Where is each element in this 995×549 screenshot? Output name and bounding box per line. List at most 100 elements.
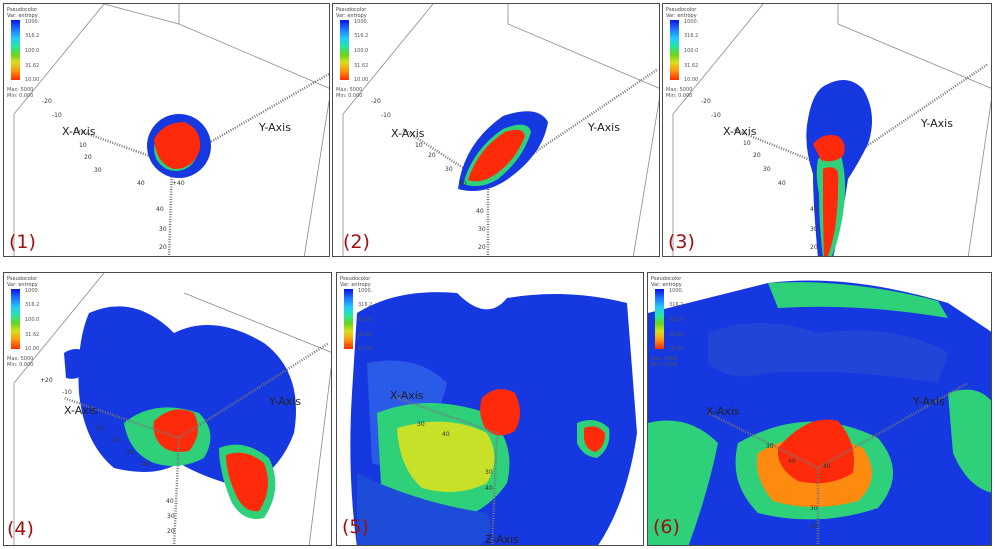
- legend-tick: 10.00: [669, 346, 684, 352]
- legend-max: Max: 5000: [7, 356, 34, 362]
- x-axis-label: X-Axis: [723, 125, 757, 138]
- color-legend: Pseudocolor Var: entropy 1000. 316.2 100…: [7, 7, 69, 107]
- tick-label: 30: [810, 505, 818, 512]
- legend-tick: 1000.: [684, 19, 699, 25]
- colorbar: [655, 289, 664, 349]
- legend-min: Min: 0.000: [7, 93, 34, 99]
- legend-tick: 10.00: [25, 77, 40, 83]
- legend-tick: 1000.: [669, 288, 684, 294]
- tick-label: 40: [166, 498, 174, 505]
- tick-label: 10: [96, 425, 104, 432]
- legend-var: Var: entropy: [651, 282, 682, 288]
- panel-5: Pseudocolor Var: entropy 1000. 316.2 100…: [336, 272, 644, 546]
- scene-3: [672, 4, 991, 256]
- legend-tick: 316.2: [354, 33, 369, 39]
- legend-tick: 100.0: [25, 317, 40, 323]
- legend-var: Var: entropy: [340, 282, 371, 288]
- tick-label: -10: [52, 112, 62, 119]
- scene-6: [648, 280, 991, 545]
- tick-label: 20: [753, 152, 761, 159]
- colorbar: [344, 289, 353, 349]
- tick-label: 40: [485, 485, 493, 492]
- colorbar: [670, 20, 679, 80]
- tick-label: +40: [172, 180, 185, 187]
- legend-tick: 1000.: [25, 19, 40, 25]
- tick-label: 20: [478, 244, 486, 251]
- tick-label: 20: [159, 244, 167, 251]
- panel-number: (6): [653, 516, 680, 538]
- y-axis-label: Y-Axis: [269, 395, 301, 408]
- x-axis-label: X-Axis: [706, 405, 740, 418]
- legend-tick: 100.0: [354, 48, 369, 54]
- legend-tick: 1000.: [354, 19, 369, 25]
- legend-max: Max: 5000: [666, 87, 693, 93]
- legend-tick: 100.0: [25, 48, 40, 54]
- tick-label: 30: [159, 226, 167, 233]
- legend-tick: 10.00: [358, 346, 373, 352]
- panel-number: (5): [342, 516, 369, 538]
- tick-label: -10: [711, 112, 721, 119]
- y-axis-label: Y-Axis: [913, 395, 945, 408]
- tick-label: 30: [445, 166, 453, 173]
- x-axis-label: X-Axis: [64, 404, 98, 417]
- legend-tick: 100.0: [684, 48, 699, 54]
- legend-var: Var: entropy: [7, 282, 38, 288]
- tick-label: 40: [476, 208, 484, 215]
- legend-max: Max: 5000: [7, 87, 34, 93]
- legend-tick: 31.62: [358, 332, 373, 338]
- legend-tick: 31.62: [25, 63, 40, 69]
- color-legend: Pseudocolor Var: entropy 1000. 316.2 100…: [651, 276, 713, 376]
- tick-label: 20: [112, 437, 120, 444]
- tick-label: -10: [62, 389, 72, 396]
- tick-label: 40: [788, 458, 796, 465]
- panel-1: Pseudocolor Var: entropy 1000. 316.2 100…: [3, 3, 330, 257]
- legend-tick: 31.62: [684, 63, 699, 69]
- panel-number: (2): [343, 231, 370, 253]
- legend-min: Min: 0.000: [666, 93, 693, 99]
- tick-label: 40: [137, 180, 145, 187]
- panel-number: (3): [668, 231, 695, 253]
- tick-label: 40: [442, 431, 450, 438]
- colorbar: [11, 289, 20, 349]
- y-axis-label: Y-Axis: [259, 121, 291, 134]
- tick-label: 10: [415, 142, 423, 149]
- tick-label: 40: [142, 461, 150, 468]
- legend-title: Pseudocolor: [651, 276, 682, 282]
- tick-label: 10: [79, 142, 87, 149]
- tick-label: 30: [766, 443, 774, 450]
- x-axis-label: X-Axis: [391, 127, 425, 140]
- legend-tick: 316.2: [669, 302, 684, 308]
- legend-max: Max: 5000: [336, 87, 363, 93]
- legend-tick: 10.00: [25, 346, 40, 352]
- colorbar: [340, 20, 349, 80]
- tick-label: 40: [778, 180, 786, 187]
- scene-1: [13, 4, 329, 256]
- legend-tick: 316.2: [358, 302, 373, 308]
- scene-5: [350, 292, 637, 545]
- tick-label: 30: [417, 421, 425, 428]
- panel-number: (1): [9, 231, 36, 253]
- z-axis-label: Z-Axis: [485, 533, 519, 546]
- legend-tick: 10.00: [684, 77, 699, 83]
- color-legend: Pseudocolor Var: entropy 1000. 316.2 100…: [340, 276, 402, 376]
- tick-label: +20: [40, 377, 53, 384]
- tick-label: 30: [126, 449, 134, 456]
- tick-label: 20: [167, 528, 175, 535]
- legend-tick: 31.62: [25, 332, 40, 338]
- legend-min: Min: 0.000: [7, 362, 34, 368]
- tick-label: 30: [763, 166, 771, 173]
- y-axis-label: Y-Axis: [588, 121, 620, 134]
- tick-label: 40: [810, 206, 818, 213]
- legend-tick: 31.62: [354, 63, 369, 69]
- colorbar: [11, 20, 20, 80]
- panel-2: Pseudocolor Var: entropy 1000. 316.2 100…: [332, 3, 660, 257]
- tick-label: 20: [428, 152, 436, 159]
- legend-title: Pseudocolor: [340, 276, 371, 282]
- color-legend: Pseudocolor Var: entropy 1000. 316.2 100…: [336, 7, 398, 107]
- panel-3: Pseudocolor Var: entropy 1000. 316.2 100…: [662, 3, 992, 257]
- legend-title: Pseudocolor: [336, 7, 367, 13]
- tick-label: -20: [371, 98, 381, 105]
- legend-title: Pseudocolor: [7, 7, 38, 13]
- tick-label: 10: [743, 140, 751, 147]
- x-axis-label: X-Axis: [62, 125, 96, 138]
